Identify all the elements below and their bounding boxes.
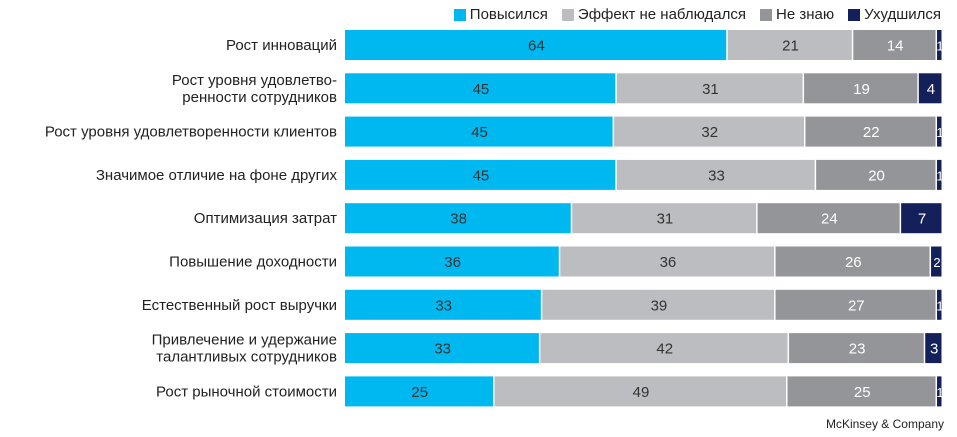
data-label: 1 bbox=[936, 125, 943, 140]
data-label: 25 bbox=[411, 384, 428, 401]
bar-segment bbox=[345, 289, 541, 320]
category-label: Привлечение и удержание талантливых сотру… bbox=[152, 332, 337, 366]
legend-item: Не знаю bbox=[759, 6, 835, 23]
bar-segment bbox=[345, 159, 616, 190]
bar-segment bbox=[937, 30, 942, 60]
source-credit: McKinsey & Company bbox=[825, 417, 944, 431]
bar-segment bbox=[775, 246, 930, 277]
data-label: 14 bbox=[887, 38, 904, 55]
legend-label: Повысился bbox=[469, 6, 548, 23]
data-label: 1 bbox=[936, 385, 943, 400]
category-label: Повышение доходности bbox=[169, 254, 337, 271]
data-label: 45 bbox=[471, 124, 488, 141]
legend-label: Эффект не наблюдался bbox=[577, 6, 746, 23]
data-label: 36 bbox=[660, 254, 677, 271]
category-label: Рост инноваций bbox=[226, 37, 337, 54]
data-label: 20 bbox=[868, 167, 885, 184]
data-label: 1 bbox=[936, 39, 943, 54]
data-label: 42 bbox=[656, 341, 673, 358]
data-label: 39 bbox=[651, 297, 668, 314]
bar-segment bbox=[937, 289, 942, 320]
bar-segment bbox=[936, 159, 942, 190]
data-label: 7 bbox=[918, 211, 926, 228]
bar-segment bbox=[616, 73, 803, 104]
data-label: 36 bbox=[444, 254, 461, 271]
legend-swatch bbox=[453, 8, 466, 21]
legend-label: Ухудшился bbox=[864, 6, 941, 23]
data-label: 49 bbox=[633, 384, 650, 401]
bar-segment bbox=[345, 246, 559, 277]
bar-segment bbox=[931, 246, 942, 277]
legend-item: Ухудшился bbox=[848, 6, 941, 23]
bar-segment bbox=[816, 159, 936, 190]
bar-segment bbox=[494, 376, 787, 407]
legend: Повысился Эффект не наблюдался Не знаю Ухуд… bbox=[453, 6, 941, 23]
legend-swatch bbox=[561, 8, 574, 21]
bar-segment bbox=[775, 289, 936, 320]
bar-segment bbox=[937, 116, 942, 147]
data-label: 32 bbox=[701, 124, 718, 141]
data-label: 22 bbox=[863, 124, 880, 141]
bar-segment bbox=[345, 73, 616, 104]
data-label: 33 bbox=[434, 341, 451, 358]
legend-label: Не знаю bbox=[775, 6, 835, 23]
data-label: 1 bbox=[936, 168, 943, 183]
data-label: 45 bbox=[473, 81, 490, 98]
bar-segment bbox=[937, 376, 942, 407]
data-label: 33 bbox=[708, 167, 725, 184]
bar-segment bbox=[540, 333, 788, 364]
bar-segment bbox=[560, 246, 775, 277]
data-label: 31 bbox=[657, 211, 674, 228]
data-label: 25 bbox=[854, 384, 871, 401]
legend-swatch bbox=[759, 8, 772, 21]
data-label: 23 bbox=[849, 341, 866, 358]
bar-segment bbox=[572, 203, 757, 234]
bar-segment bbox=[805, 116, 936, 147]
data-label: 3 bbox=[930, 341, 938, 358]
bar-segment bbox=[918, 73, 942, 104]
bar-segment bbox=[345, 30, 727, 60]
data-label: 26 bbox=[845, 254, 862, 271]
bar-segment bbox=[853, 30, 936, 60]
bar-segment bbox=[727, 30, 852, 60]
bar-segment bbox=[925, 333, 942, 364]
category-label: Рост уровня удовлетво-ренности сотрудник… bbox=[172, 72, 337, 106]
bar-segment bbox=[345, 376, 493, 407]
legend-item: Повысился bbox=[453, 6, 548, 23]
bar-segment bbox=[789, 333, 924, 364]
category-label: Рост рыночной стоимости bbox=[156, 383, 337, 400]
bar-segment bbox=[901, 203, 942, 234]
data-label: 4 bbox=[927, 81, 935, 98]
category-label: Естественный рост выручки bbox=[142, 297, 337, 314]
bar-segment bbox=[345, 203, 571, 234]
category-label: Рост уровня удовлетворенности клиентов bbox=[45, 124, 337, 141]
bar-segment bbox=[787, 376, 936, 407]
bar-segment bbox=[804, 73, 918, 104]
bar-segment bbox=[345, 116, 613, 147]
data-label: 24 bbox=[821, 211, 838, 228]
legend-swatch bbox=[848, 8, 861, 21]
data-label: 27 bbox=[848, 297, 865, 314]
data-label: 38 bbox=[450, 211, 467, 228]
data-label: 21 bbox=[782, 38, 799, 55]
legend-item: Эффект не наблюдался bbox=[561, 6, 746, 23]
category-label: Оптимизация затрат bbox=[194, 210, 337, 227]
data-label: 45 bbox=[473, 167, 490, 184]
category-label: Значимое отличие на фоне других bbox=[96, 167, 338, 184]
bar-segment bbox=[345, 333, 539, 364]
bar-segment bbox=[757, 203, 900, 234]
bar-segment bbox=[616, 159, 815, 190]
bar-segment bbox=[542, 289, 775, 320]
bar-segment bbox=[614, 116, 804, 147]
data-label: 33 bbox=[435, 297, 452, 314]
data-label: 31 bbox=[702, 81, 719, 98]
data-label: 64 bbox=[528, 38, 545, 55]
data-label: 1 bbox=[936, 298, 943, 313]
data-label: 19 bbox=[853, 81, 870, 98]
data-label: 2 bbox=[933, 255, 940, 270]
